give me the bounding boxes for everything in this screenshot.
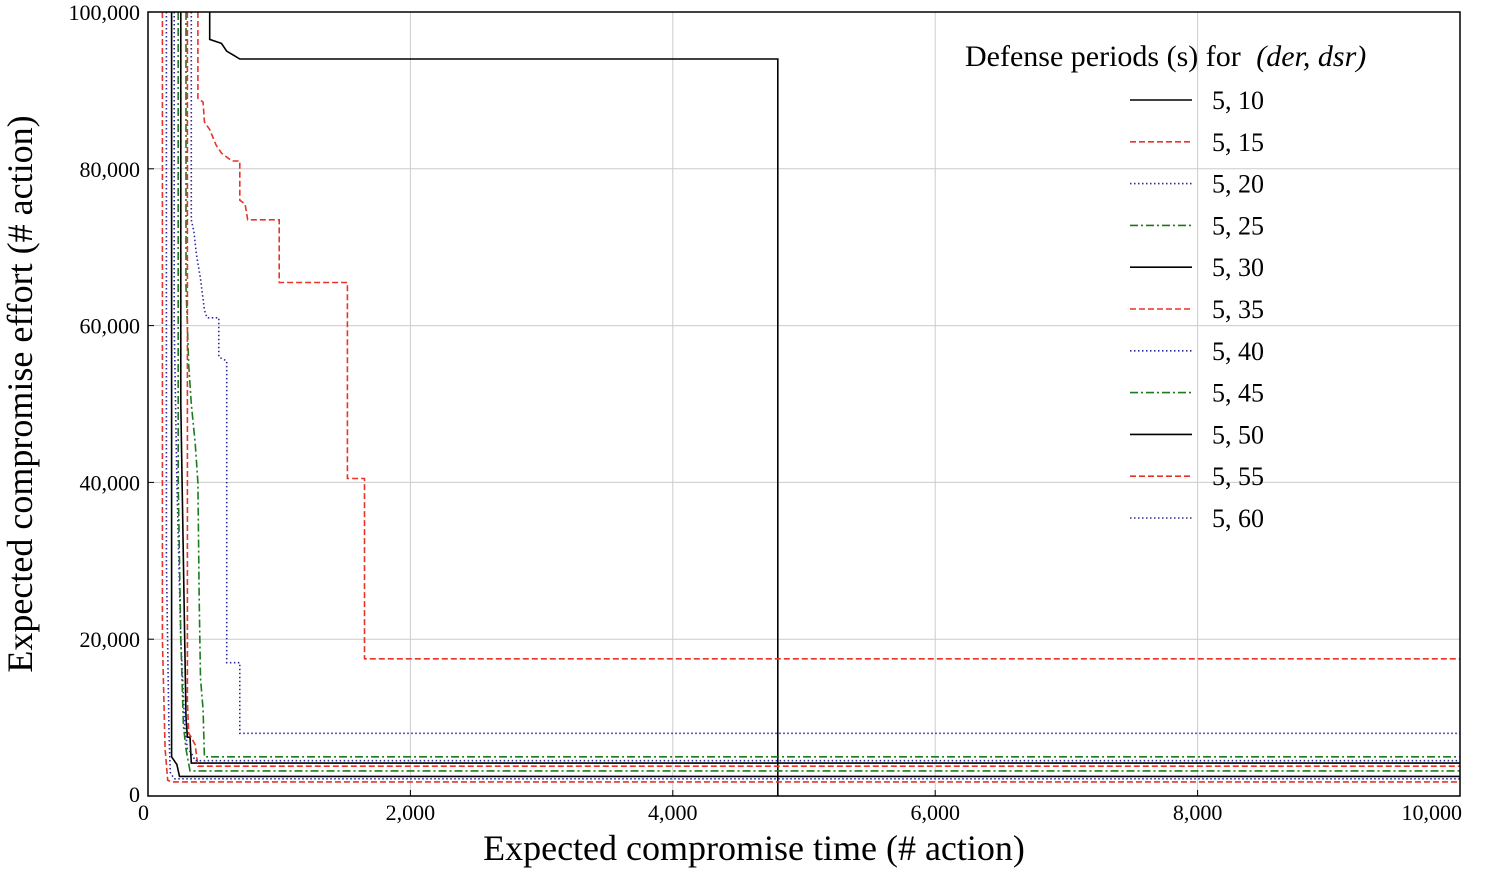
tick-labels: 0 2,000 4,000 6,000 8,000 10,000 0 20,000 40,000… [69,0,1463,825]
legend-label-11: 5, 60 [1212,504,1264,533]
series-lines [161,12,1460,796]
y-tick-label: 100,000 [69,0,141,25]
legend-label-10: 5, 55 [1212,462,1264,491]
legend-title: Defense periods (s) for (der, dsr) [965,40,1366,73]
series-line-6 [186,12,1460,767]
y-tick-label: 0 [129,782,140,807]
x-tick-label: 4,000 [648,800,698,825]
x-tick-label: 6,000 [910,800,960,825]
y-axis-title: Expected compromise effort (# action) [0,115,40,672]
x-tick-label: 2,000 [386,800,436,825]
legend-label-9: 5, 50 [1212,420,1264,449]
x-axis-title: Expected compromise time (# action) [483,828,1025,868]
series-line-2 [197,12,1460,660]
legend-label-3: 5, 20 [1212,170,1264,199]
y-tick-label: 60,000 [80,314,141,339]
legend-label-7: 5, 40 [1212,337,1264,366]
series-line-11 [165,12,1460,780]
legend-title-prefix: Defense periods (s) for [965,40,1241,73]
y-tick-label: 20,000 [80,627,141,652]
legend-label-1: 5, 10 [1212,86,1264,115]
legend-label-6: 5, 35 [1212,295,1264,324]
series-line-9 [170,12,1460,778]
y-tick-label: 80,000 [80,157,141,182]
grid [148,12,1460,796]
series-line-1 [208,12,779,796]
plot-frame [147,11,1461,797]
x-tick-label: 10,000 [1402,800,1463,825]
series-line-8 [177,12,1460,772]
series-line-3 [190,12,1460,735]
x-tick-label: 8,000 [1173,800,1223,825]
x-tick-label: 0 [138,800,149,825]
legend-label-4: 5, 25 [1212,211,1264,240]
legend-title-math: (der, dsr) [1256,40,1366,73]
y-tick-label: 40,000 [80,470,141,495]
legend-label-2: 5, 15 [1212,128,1264,157]
series-line-4 [185,12,1460,758]
series-line-7 [173,12,1460,762]
series-line-10 [161,12,1460,783]
series-line-5 [180,12,1460,764]
legend-label-5: 5, 30 [1212,253,1264,282]
legend: Defense periods (s) for (der, dsr) 5, 10… [965,40,1366,533]
legend-label-8: 5, 45 [1212,379,1264,408]
